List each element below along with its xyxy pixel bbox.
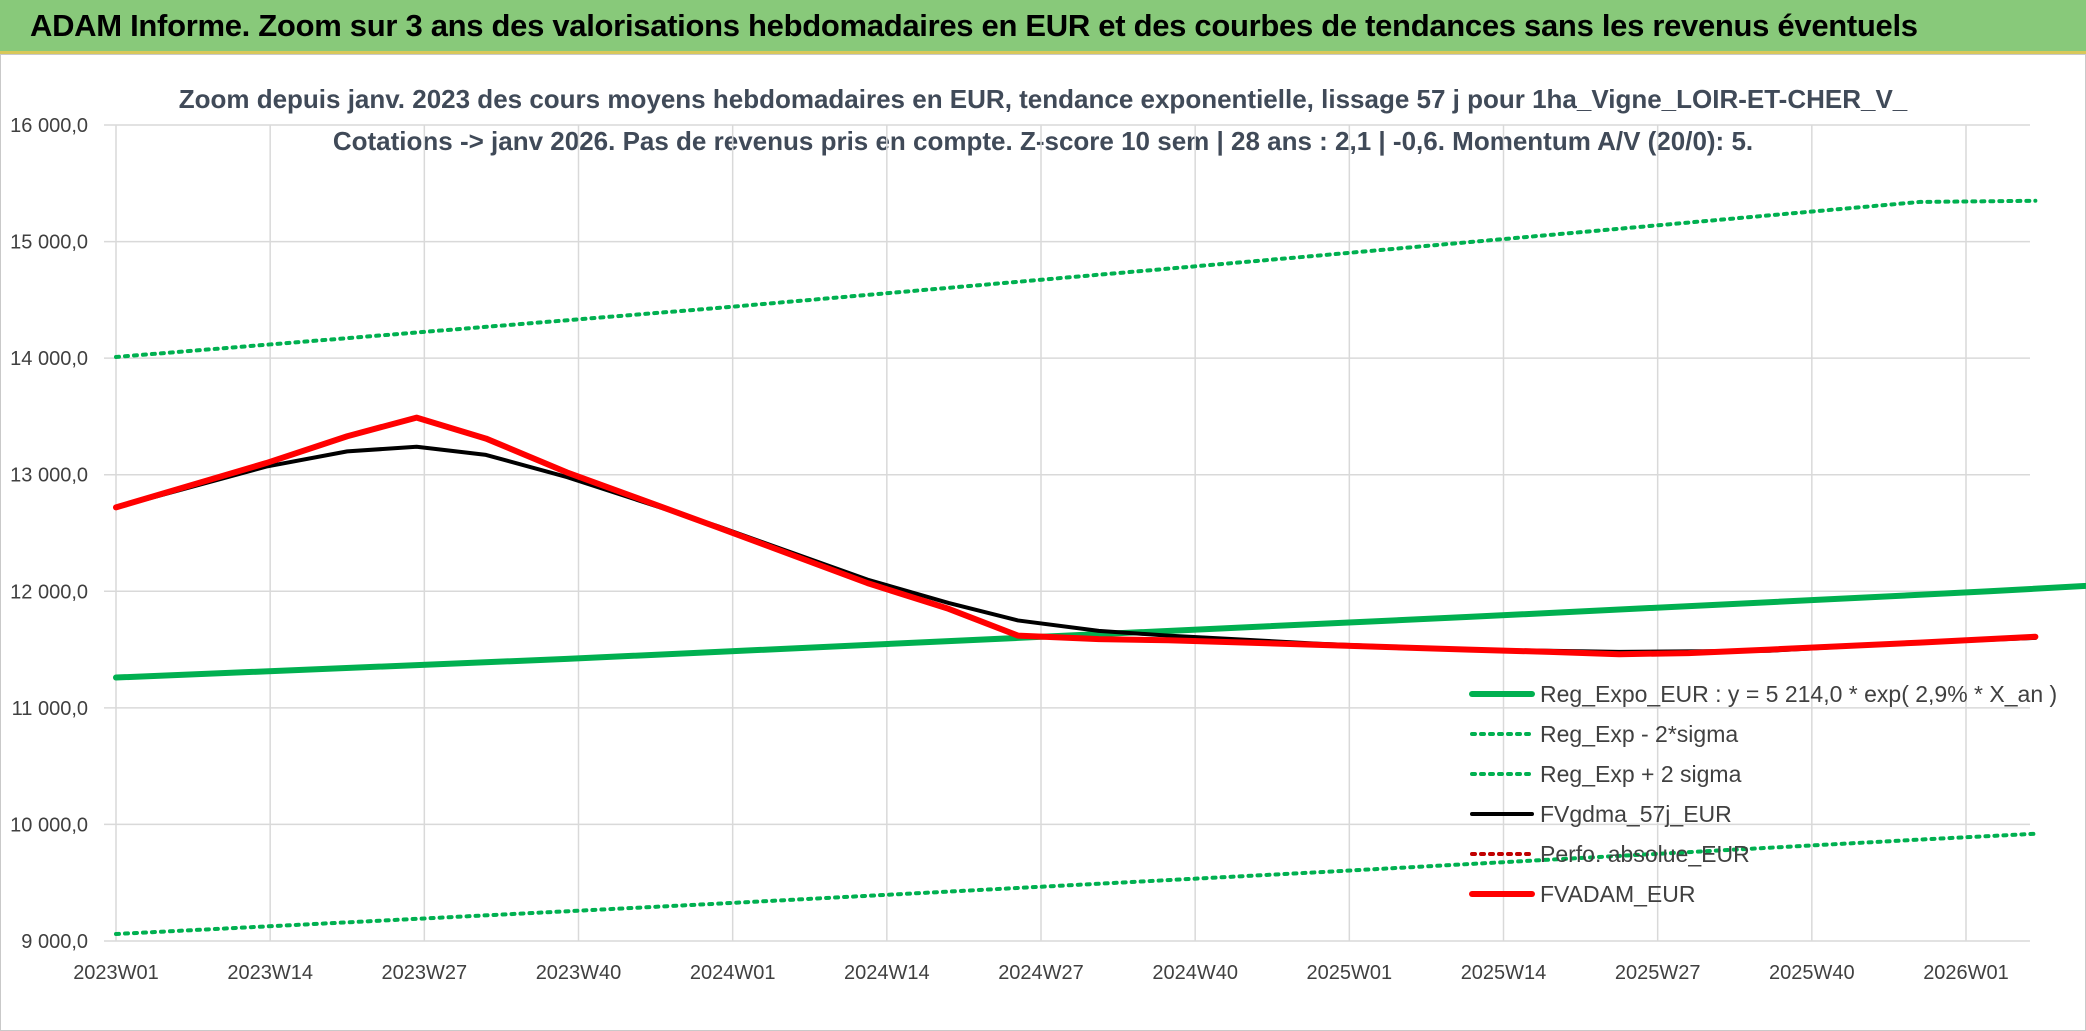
legend-entry: FVADAM_EUR — [1540, 881, 1696, 907]
series-line — [114, 831, 2038, 937]
report-banner: ADAM Informe. Zoom sur 3 ans des valoris… — [0, 0, 2086, 54]
x-tick-label: 2023W40 — [536, 962, 622, 984]
x-tick-label: 2024W40 — [1152, 962, 1238, 984]
chart-title-line-2: Cotations -> janv 2026. Pas de revenus p… — [332, 126, 1754, 156]
y-tick-label: 13 000,0 — [10, 465, 88, 487]
y-tick-label: 10 000,0 — [10, 814, 88, 836]
legend-entry: Perfo. absolue_EUR — [1540, 841, 1750, 867]
y-tick-label: 11 000,0 — [12, 698, 88, 720]
chart-title-line-1: Zoom depuis janv. 2023 des cours moyens … — [178, 84, 1908, 114]
series-line — [114, 444, 2038, 654]
series-lines — [113, 198, 2086, 937]
x-tick-label: 2023W14 — [227, 962, 313, 984]
series-line — [113, 414, 2039, 658]
legend-entry: Reg_Expo_EUR : y = 5 214,0 * exp( 2,9% *… — [1540, 681, 2057, 707]
series-line — [113, 582, 2086, 681]
legend-entry: FVgdma_57j_EUR — [1540, 801, 1732, 827]
x-tick-label: 2025W27 — [1615, 962, 1701, 984]
x-tick-label: 2023W01 — [73, 962, 159, 984]
x-tick-label: 2023W27 — [382, 962, 468, 984]
legend-entry: Reg_Exp - 2*sigma — [1540, 721, 1738, 747]
legend-entry: Reg_Exp + 2 sigma — [1540, 761, 1742, 787]
y-tick-label: 16 000,0 — [10, 115, 88, 137]
series-line — [114, 198, 2038, 359]
x-tick-label: 2026W01 — [1923, 962, 2009, 984]
y-tick-label: 15 000,0 — [10, 232, 88, 254]
x-tick-label: 2025W14 — [1461, 962, 1547, 984]
x-tick-label: 2025W40 — [1769, 962, 1855, 984]
y-tick-label: 12 000,0 — [10, 581, 88, 603]
y-axis: 9 000,0 10 000,0 11 000,0 12 000,0 13 000,0 1… — [10, 115, 88, 953]
x-tick-label: 2024W01 — [690, 962, 776, 984]
chart-legend: Reg_Expo_EUR : y = 5 214,0 * exp( 2,9% *… — [1469, 681, 2057, 907]
y-tick-label: 14 000,0 — [10, 348, 88, 370]
chart-gridlines — [104, 124, 2030, 942]
y-tick-label: 9 000,0 — [21, 931, 88, 953]
x-tick-label: 2024W14 — [844, 962, 930, 984]
x-tick-label: 2025W01 — [1307, 962, 1393, 984]
x-axis: 2023W01 2023W14 2023W27 2023W40 2024W01 2024W… — [73, 962, 2009, 984]
report-title: ADAM Informe. Zoom sur 3 ans des valoris… — [30, 8, 1918, 43]
x-tick-label: 2024W27 — [998, 962, 1084, 984]
